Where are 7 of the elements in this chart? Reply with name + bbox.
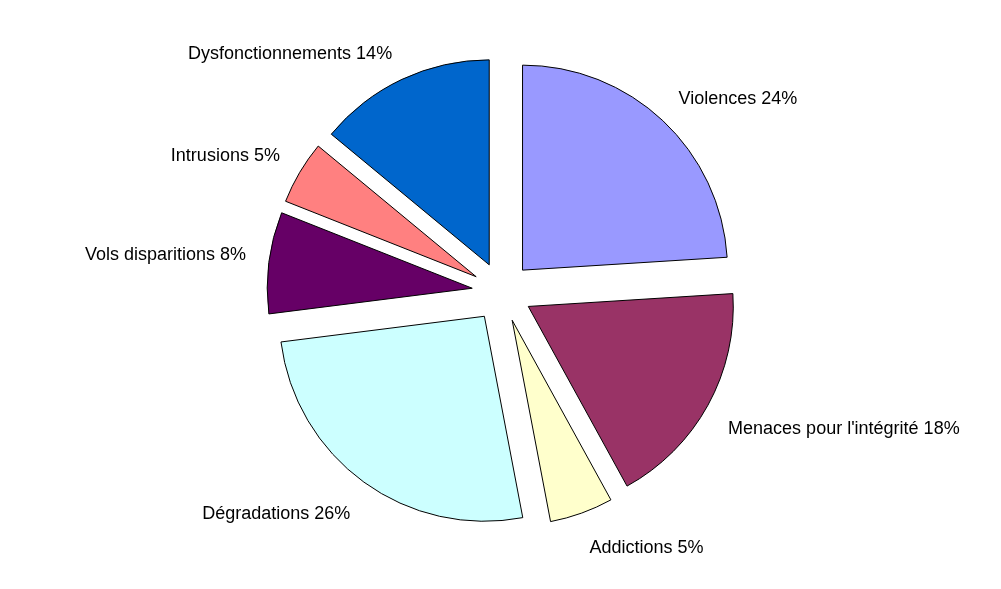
- slice-label: Violences 24%: [678, 87, 798, 108]
- slice-label: Vols disparitions 8%: [84, 243, 247, 264]
- slice-label: Dégradations 26%: [202, 502, 351, 523]
- slice-label: Menaces pour l'intégrité 18%: [728, 418, 960, 439]
- slice-label: Addictions 5%: [589, 536, 704, 557]
- slice-label: Dysfonctionnements 14%: [188, 42, 393, 63]
- slice-label: Intrusions 5%: [170, 144, 280, 165]
